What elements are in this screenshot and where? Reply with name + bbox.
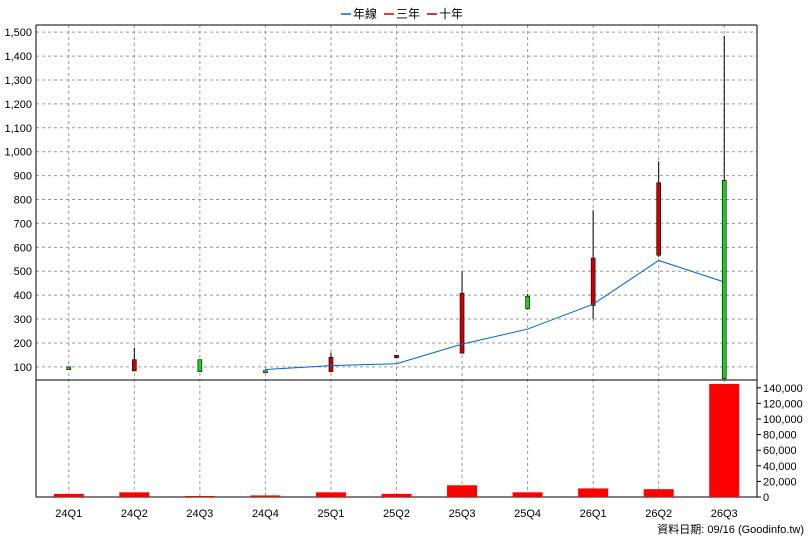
price-tick-label: 700 bbox=[14, 218, 32, 230]
candle-body bbox=[590, 257, 596, 306]
volume-bar bbox=[512, 492, 543, 497]
candle-body bbox=[66, 366, 72, 371]
volume-tick-label: 100,000 bbox=[763, 414, 803, 426]
candle-body bbox=[132, 359, 137, 372]
candle-body bbox=[459, 292, 465, 354]
price-tick-label: 900 bbox=[14, 171, 32, 183]
candle-body bbox=[197, 359, 203, 372]
price-tick-label: 100 bbox=[14, 362, 32, 374]
x-tick-label: 24Q2 bbox=[121, 508, 148, 520]
x-tick-label: 24Q3 bbox=[186, 508, 213, 520]
price-candles bbox=[66, 35, 727, 380]
volume-tick-label: 40,000 bbox=[763, 461, 797, 473]
price-tick-label: 1,300 bbox=[4, 75, 32, 87]
volume-bars bbox=[53, 383, 740, 497]
volume-tick-label: 120,000 bbox=[763, 398, 803, 410]
price-tick-label: 200 bbox=[14, 338, 32, 350]
volume-bar bbox=[250, 495, 281, 497]
price-tick-label: 1,000 bbox=[4, 147, 32, 159]
volume-tick-label: 140,000 bbox=[763, 383, 803, 395]
candle-body bbox=[263, 370, 268, 373]
volume-tick-label: 80,000 bbox=[763, 430, 797, 442]
volume-bar bbox=[119, 492, 150, 497]
volume-bar bbox=[578, 488, 609, 497]
candle-body bbox=[656, 182, 661, 256]
price-tick-label: 400 bbox=[14, 290, 32, 302]
volume-tick-label: 0 bbox=[763, 492, 769, 504]
candle-body bbox=[394, 355, 399, 359]
volume-bar bbox=[184, 496, 215, 497]
moving-average-line bbox=[265, 259, 725, 370]
x-tick-label: 26Q2 bbox=[645, 508, 672, 520]
price-tick-label: 1,500 bbox=[4, 27, 32, 39]
volume-tick-label: 20,000 bbox=[763, 476, 797, 488]
price-tick-label: 500 bbox=[14, 266, 32, 278]
data-date-footer: 資料日期: 09/16 (Goodinfo.tw) bbox=[657, 524, 804, 536]
x-tick-label: 25Q2 bbox=[383, 508, 410, 520]
volume-bar bbox=[643, 489, 674, 497]
x-tick-label: 26Q3 bbox=[711, 508, 738, 520]
ma-polyline bbox=[265, 259, 725, 370]
candle-body bbox=[328, 356, 334, 372]
x-tick-label: 25Q3 bbox=[449, 508, 476, 520]
price-tick-label: 1,400 bbox=[4, 51, 32, 63]
volume-bar bbox=[709, 383, 740, 497]
x-axis-labels: 24Q1 24Q2 24Q3 24Q4 25Q1 25Q2 25Q3 25Q4 26Q1 26Q2… bbox=[55, 508, 737, 520]
volume-bar bbox=[447, 485, 478, 497]
price-tick-label: 300 bbox=[14, 314, 32, 326]
volume-bar bbox=[315, 492, 346, 497]
price-tick-label: 1,200 bbox=[4, 99, 32, 111]
x-tick-label: 24Q4 bbox=[252, 508, 279, 520]
volume-axis-labels: 0 20,000 40,000 60,000 80,000 100,000 120,000 1… bbox=[757, 383, 803, 504]
volume-tick-label: 60,000 bbox=[763, 445, 797, 457]
legend-label: 三年 bbox=[396, 7, 420, 21]
x-tick-label: 25Q1 bbox=[317, 508, 344, 520]
legend-label: 十年 bbox=[439, 7, 463, 21]
legend: 年線 三年 十年 bbox=[341, 6, 463, 21]
x-tick-label: 25Q4 bbox=[514, 508, 541, 520]
x-tick-label: 26Q1 bbox=[580, 508, 607, 520]
x-tick-label: 24Q1 bbox=[55, 508, 82, 520]
candle-body bbox=[721, 180, 727, 380]
legend-label: 年線 bbox=[353, 6, 377, 21]
price-tick-label: 600 bbox=[14, 242, 32, 254]
price-axis-labels: 100 200 300 400 500 600 700 800 900 1,000 1,100 1,2… bbox=[4, 27, 32, 374]
volume-bar bbox=[53, 493, 84, 497]
price-tick-label: 1,100 bbox=[4, 123, 32, 135]
volume-bar bbox=[381, 493, 412, 497]
price-tick-label: 800 bbox=[14, 195, 32, 207]
candle-body bbox=[525, 296, 530, 310]
